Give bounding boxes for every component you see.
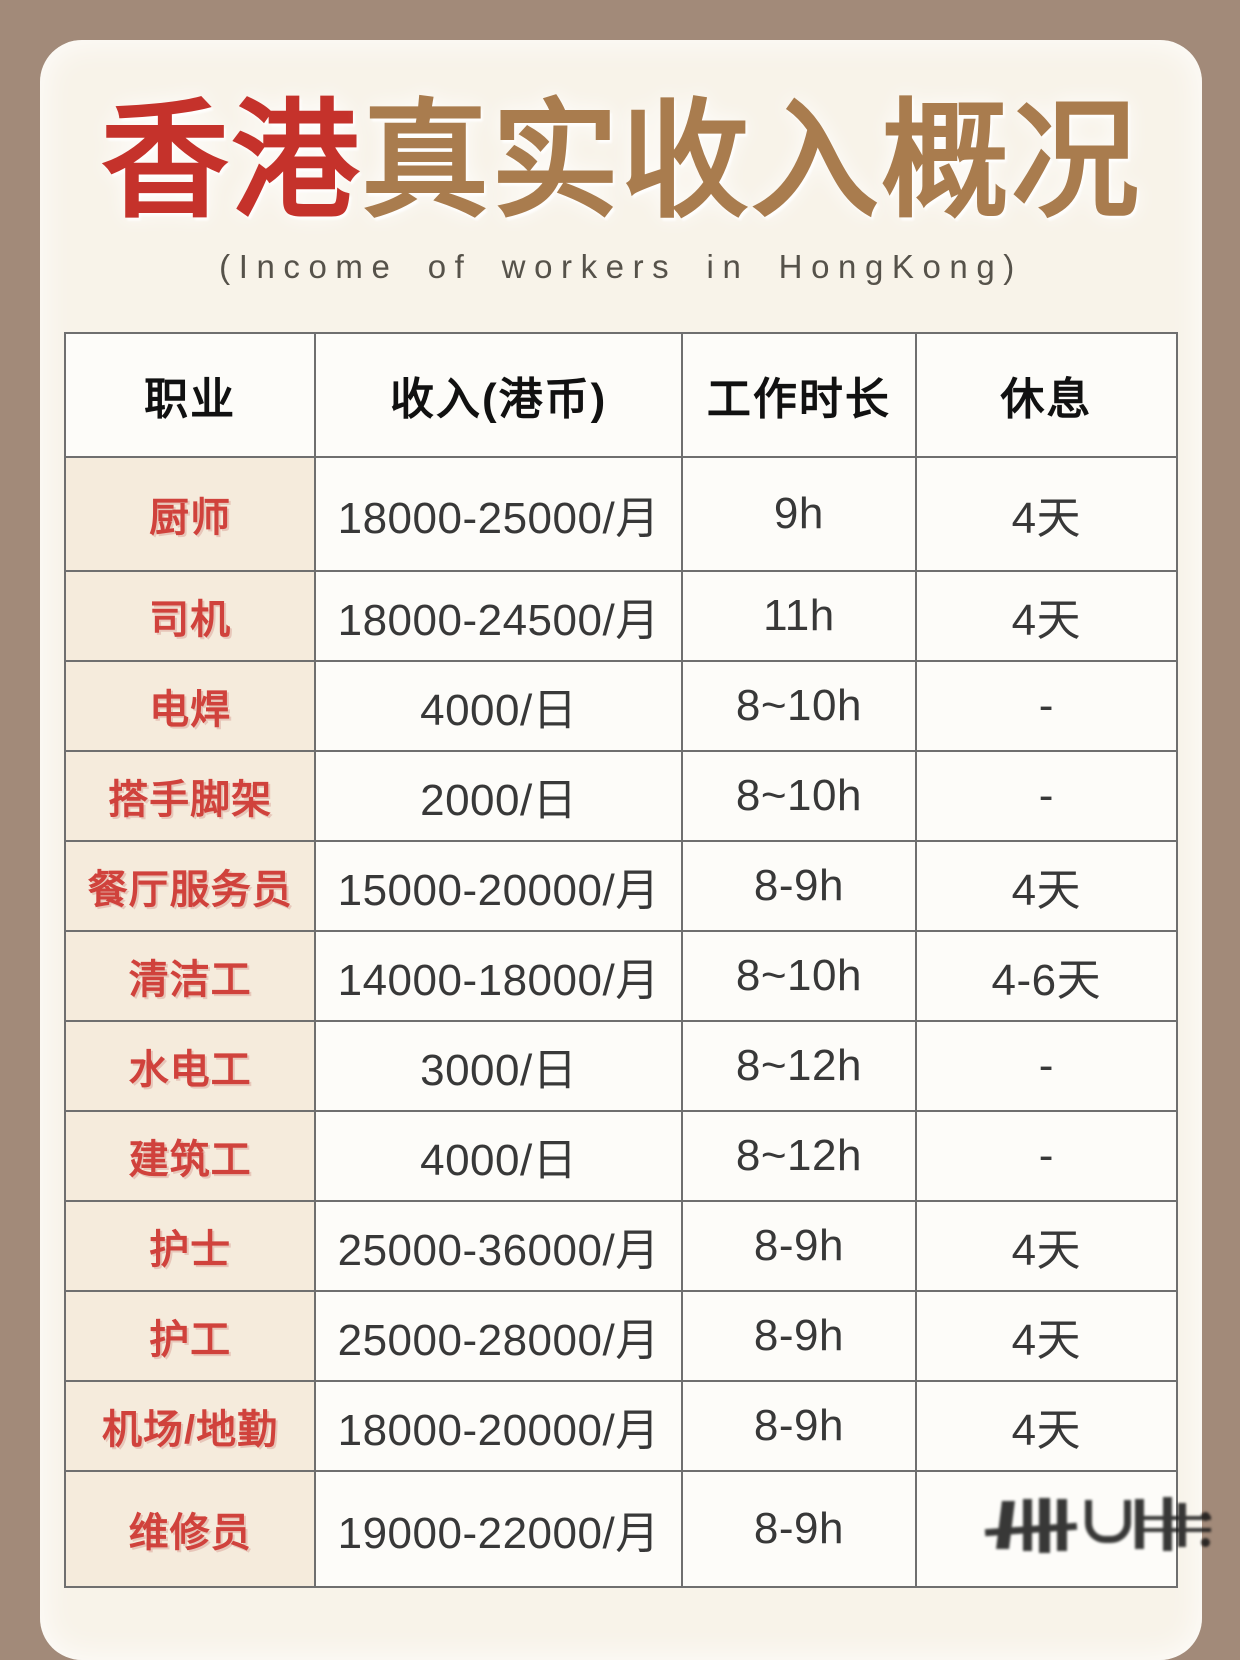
watermark-stroke [1201,1538,1210,1547]
rest-cell: - [914,1020,1179,1113]
rest-cell: - [914,660,1179,753]
table-row: 维修员 19000-22000/月 8-9h [63,1470,1179,1589]
hours-cell: 11h [681,570,917,663]
rest-cell: 4天 [914,840,1179,933]
table-row: 护士 25000-36000/月 8-9h 4天 [63,1200,1179,1293]
income-cell: 19000-22000/月 [314,1470,684,1589]
hours-cell: 8~12h [681,1110,917,1203]
content-card: 香港真实收入概况 (Income of workers in HongKong)… [40,40,1202,1660]
income-cell: 4000/日 [314,660,684,753]
income-cell: 15000-20000/月 [314,840,684,933]
table-row: 电焊 4000/日 8~10h - [63,660,1179,753]
table-row: 搭手脚架 2000/日 8~10h - [63,750,1179,843]
header-rest: 休息 [914,332,1179,459]
occupation-cell: 护工 [63,1290,317,1383]
income-cell: 18000-24500/月 [314,570,684,663]
rest-cell: 4-6天 [914,930,1179,1023]
table-row: 护工 25000-28000/月 8-9h 4天 [63,1290,1179,1383]
occupation-cell: 水电工 [63,1020,317,1113]
table-body: 厨师 18000-25000/月 9h 4天 司机 18000-24500/月 11h 4天电… [63,456,1179,1589]
header-income: 收入(港币) [314,332,684,459]
occupation-cell: 维修员 [63,1470,317,1589]
occupation-cell: 搭手脚架 [63,750,317,843]
rest-cell: 4天 [914,570,1179,663]
occupation-cell: 护士 [63,1200,317,1293]
occupation-cell: 电焊 [63,660,317,753]
hours-cell: 9h [681,456,917,573]
income-cell: 25000-28000/月 [314,1290,684,1383]
rest-cell: 4天 [914,1290,1179,1383]
hours-cell: 8-9h [681,1470,917,1589]
hours-cell: 8~12h [681,1020,917,1113]
income-cell: 2000/日 [314,750,684,843]
header-row: 职业 收入(港币) 工作时长 休息 [63,332,1179,459]
occupation-cell: 司机 [63,570,317,663]
income-cell: 14000-18000/月 [314,930,684,1023]
income-cell: 18000-25000/月 [314,456,684,573]
hours-cell: 8~10h [681,930,917,1023]
occupation-cell: 建筑工 [63,1110,317,1203]
income-cell: 3000/日 [314,1020,684,1113]
rest-cell: 4天 [914,456,1179,573]
occupation-cell: 餐厅服务员 [63,840,317,933]
header-hours: 工作时长 [681,332,917,459]
table-row: 机场/地勤 18000-20000/月 8-9h 4天 [63,1380,1179,1473]
title-highlight: 香港 [100,90,361,233]
hours-cell: 8-9h [681,1290,917,1383]
rest-cell [914,1470,1179,1589]
table-row: 厨师 18000-25000/月 9h 4天 [63,456,1179,573]
hours-cell: 8~10h [681,750,917,843]
header-occupation: 职业 [63,332,317,459]
table-row: 清洁工 14000-18000/月 8~10h 4-6天 [63,930,1179,1023]
income-cell: 18000-20000/月 [314,1380,684,1473]
income-table: 职业 收入(港币) 工作时长 休息 厨师 18000-25000/月 9h 4天 司机 1… [63,332,1179,1589]
rest-cell: - [914,1110,1179,1203]
rest-cell: 4天 [914,1380,1179,1473]
rest-cell: - [914,750,1179,843]
page-title: 香港真实收入概况 [40,88,1202,236]
hours-cell: 8-9h [681,1200,917,1293]
rest-cell: 4天 [914,1200,1179,1293]
table-row: 司机 18000-24500/月 11h 4天 [63,570,1179,663]
table-row: 餐厅服务员 15000-20000/月 8-9h 4天 [63,840,1179,933]
watermark-stroke [1201,1512,1210,1521]
occupation-cell: 机场/地勤 [63,1380,317,1473]
hours-cell: 8-9h [681,1380,917,1473]
title-rest: 真实收入概况 [361,90,1142,233]
table-row: 水电工 3000/日 8~12h - [63,1020,1179,1113]
occupation-cell: 厨师 [63,456,317,573]
subtitle: (Income of workers in HongKong) [219,248,1023,286]
income-cell: 25000-36000/月 [314,1200,684,1293]
income-cell: 4000/日 [314,1110,684,1203]
table-row: 建筑工 4000/日 8~12h - [63,1110,1179,1203]
hours-cell: 8-9h [681,840,917,933]
occupation-cell: 清洁工 [63,930,317,1023]
hours-cell: 8~10h [681,660,917,753]
